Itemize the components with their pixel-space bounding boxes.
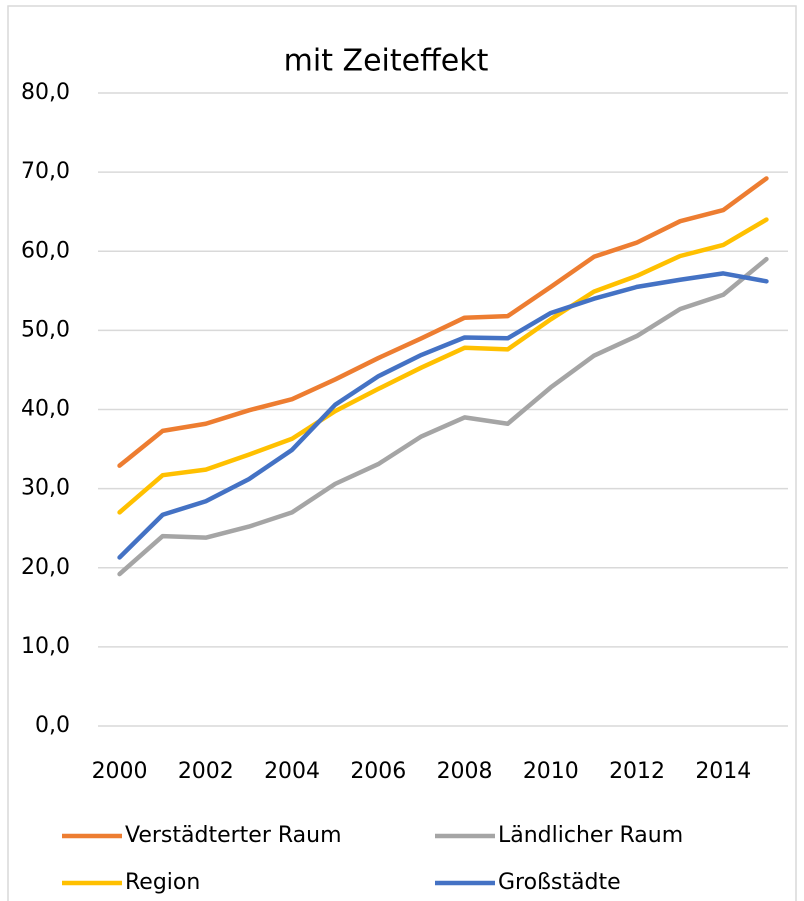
legend-label: Ländlicher Raum xyxy=(498,823,683,848)
x-tick-label: 2012 xyxy=(609,759,665,784)
legend-label: Region xyxy=(125,870,200,895)
series-line xyxy=(117,176,769,468)
x-tick-label: 2004 xyxy=(264,759,320,784)
series-line xyxy=(117,217,769,515)
series-line xyxy=(117,271,769,560)
y-tick-label: 10,0 xyxy=(21,634,70,659)
x-tick-label: 2006 xyxy=(350,759,406,784)
y-tick-label: 0,0 xyxy=(35,713,70,738)
x-tick-label: 2008 xyxy=(437,759,493,784)
x-tick-label: 2014 xyxy=(695,759,751,784)
y-tick-label: 40,0 xyxy=(21,397,70,422)
chart-frame xyxy=(7,5,797,901)
y-tick-label: 30,0 xyxy=(21,476,70,501)
y-tick-label: 60,0 xyxy=(21,238,70,263)
x-tick-label: 2000 xyxy=(92,759,148,784)
y-tick-label: 50,0 xyxy=(21,317,70,342)
legend-label: Großstädte xyxy=(498,870,621,895)
legend-label: Verstädterter Raum xyxy=(125,823,342,848)
chart-title: mit Zeiteffekt xyxy=(284,44,489,79)
x-tick-label: 2010 xyxy=(523,759,579,784)
y-tick-label: 20,0 xyxy=(21,555,70,580)
x-tick-label: 2002 xyxy=(178,759,234,784)
y-tick-label: 80,0 xyxy=(21,80,70,105)
series-line xyxy=(117,256,769,577)
y-tick-label: 70,0 xyxy=(21,159,70,184)
